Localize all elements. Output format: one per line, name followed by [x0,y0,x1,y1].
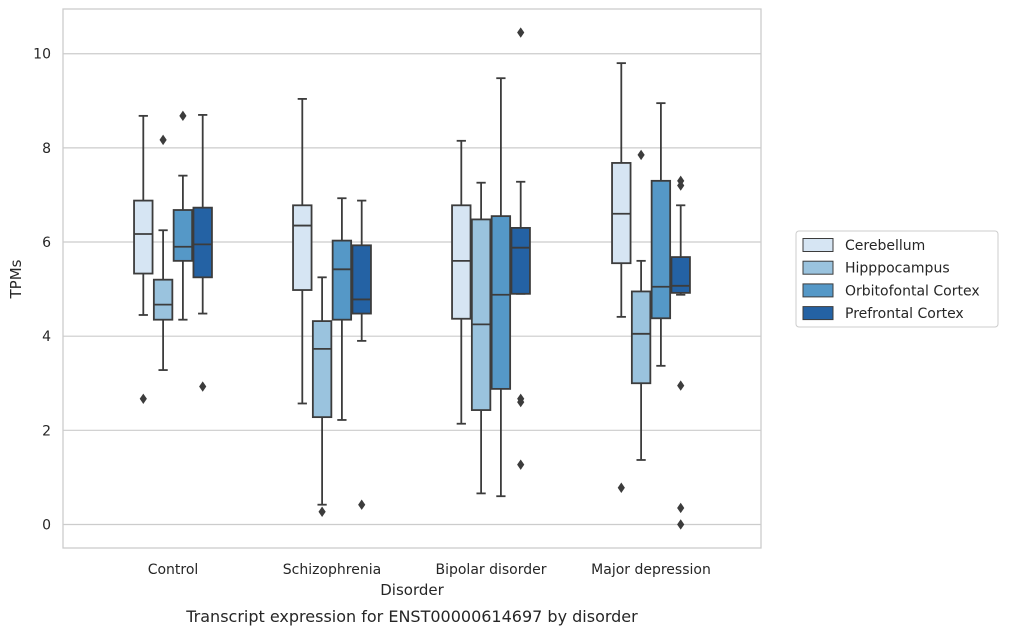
box-body [490,215,512,390]
box-body [650,179,672,320]
legend: Cerebellum Hipppocampus Orbitofontal Corte… [795,230,999,328]
outlier-point [159,134,167,146]
outlier-point [517,459,525,470]
legend-label: Cerebellum [845,238,925,254]
box-body [133,199,154,275]
box-2-0 [172,110,194,321]
x-axis-ticks: Control Schizophrenia Bipolar disorder Majo… [148,562,711,578]
box-body [292,204,313,291]
box-0-2 [451,139,472,425]
legend-label: Prefrontal Cortex [845,306,964,322]
box-3-3 [670,175,691,530]
outlier-point [517,393,525,404]
box-3-1 [351,199,372,510]
box-body [630,290,652,385]
box-body [351,244,372,315]
box-1-3 [630,149,652,461]
x-axis-title: Disorder [380,581,444,599]
box-0-0 [133,114,154,404]
box-body [670,256,691,294]
outlier-point [677,175,685,187]
outlier-point [677,502,685,514]
boxes [133,27,691,530]
box-body [311,320,333,419]
outlier-point [199,381,207,392]
y-tick-label: 10 [33,47,51,63]
y-tick-label: 4 [42,329,51,345]
box-1-0 [152,134,174,371]
box-body [152,278,174,321]
legend-swatch [802,238,834,252]
box-0-1 [292,98,313,405]
box-1-2 [470,181,492,495]
y-axis-title: TPMs [7,259,25,299]
box-body [331,239,353,321]
box-2-1 [331,197,353,421]
box-0-3 [611,62,632,493]
box-body [451,204,472,320]
outlier-point [677,519,685,530]
outlier-point [318,506,326,517]
x-tick-label: Major depression [591,562,711,578]
box-body [172,209,194,262]
y-axis-ticks: 0 2 4 6 8 10 [33,47,51,534]
box-3-2 [510,27,531,470]
outlier-point [677,380,685,391]
x-tick-label: Control [148,562,199,578]
legend-frame [795,230,999,328]
outlier-point [179,110,187,122]
y-tick-label: 6 [42,235,51,251]
outlier-point [617,482,625,493]
outlier-point [637,149,645,161]
legend-label: Orbitofontal Cortex [845,283,980,299]
box-body [192,206,213,279]
outlier-point [517,27,525,38]
outlier-point [139,393,147,404]
box-1-1 [311,276,333,517]
legend-label: Hipppocampus [845,261,950,277]
plot-area-frame [62,8,762,549]
box-2-3 [650,102,672,367]
x-tick-label: Bipolar disorder [435,562,546,578]
outlier-point [358,499,366,510]
x-tick-label: Schizophrenia [283,562,381,578]
box-3-0 [192,114,213,392]
y-tick-label: 0 [42,517,51,533]
legend-swatch [802,260,834,275]
y-tick-label: 8 [42,141,51,157]
box-2-2 [490,77,512,498]
chart-title: Transcript expression for ENST0000061469… [185,607,638,626]
box-body [510,226,531,295]
box-body [470,218,492,411]
legend-swatch [802,283,834,298]
legend-swatch [802,306,834,321]
y-tick-label: 2 [42,423,51,439]
